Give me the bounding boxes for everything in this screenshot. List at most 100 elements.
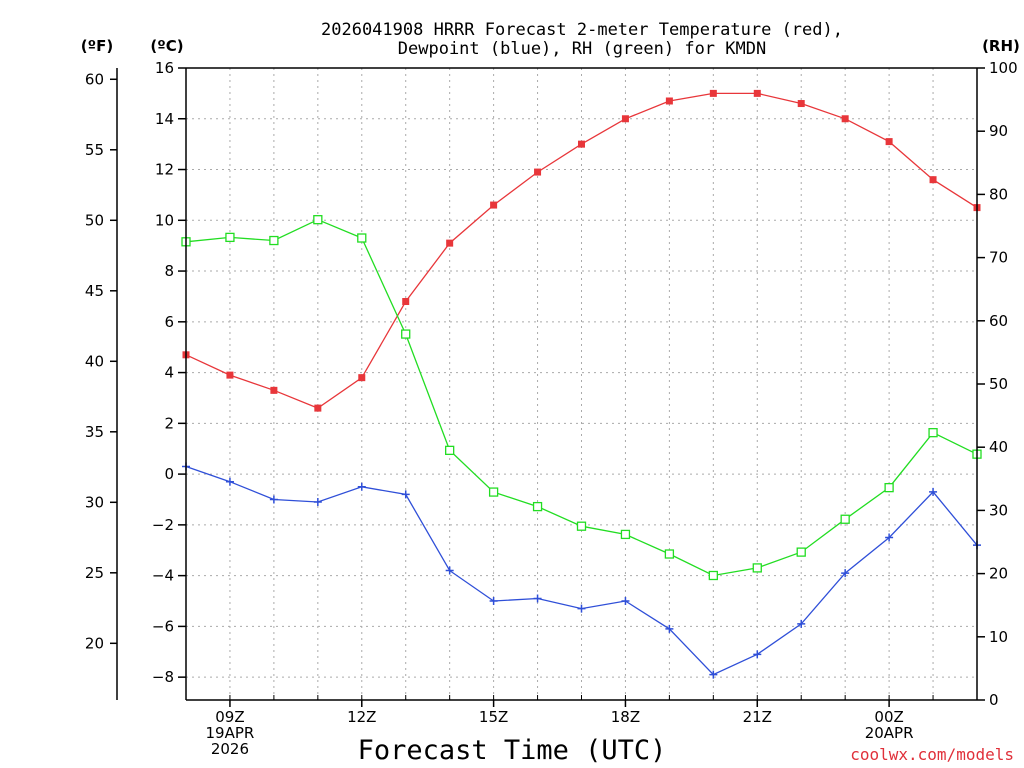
rh-point <box>532 501 543 512</box>
temperature-point <box>226 371 234 379</box>
rh-point <box>445 445 455 456</box>
rh-point <box>796 547 806 557</box>
x-tick-label: 15Z <box>479 708 508 726</box>
rh-tick-label: 10 <box>989 628 1008 646</box>
temperature-point <box>578 140 585 148</box>
dewpoint-point <box>533 594 542 603</box>
temperature-point <box>270 386 278 394</box>
fahrenheit-unit-label: (ºF) <box>81 37 113 55</box>
rh-point <box>357 233 367 243</box>
dewpoint-point <box>841 569 850 578</box>
temperature-point <box>885 138 893 146</box>
tick-labels: 1614121086420−2−4−6−86055504540353025201… <box>85 59 1018 758</box>
temperature-point <box>446 239 454 247</box>
temperature-point <box>621 115 629 123</box>
fahrenheit-tick-label: 50 <box>85 211 104 229</box>
temperature-point <box>753 89 761 97</box>
x-tick-label: 21Z <box>743 708 772 726</box>
series-layer <box>181 89 982 679</box>
dewpoint-point <box>489 597 498 606</box>
credit-label: coolwx.com/models <box>850 745 1014 764</box>
fahrenheit-tick-label: 35 <box>85 423 104 441</box>
x-tick-label: 00Z <box>874 708 903 726</box>
rh-point <box>269 235 279 246</box>
rh-tick-label: 0 <box>989 691 999 709</box>
temperature-point <box>314 404 322 412</box>
rh-tick-label: 70 <box>989 249 1008 267</box>
dewpoint-point <box>797 619 806 628</box>
rh-tick-label: 20 <box>989 565 1008 583</box>
dewpoint-point <box>929 487 938 496</box>
rh-point <box>928 428 938 438</box>
rh-tick-label: 90 <box>989 122 1008 140</box>
rh-tick-label: 80 <box>989 185 1008 203</box>
x-tick-label: 20APR <box>865 724 914 742</box>
rh-tick-label: 60 <box>989 312 1008 330</box>
celsius-tick-label: 2 <box>164 414 174 432</box>
dewpoint-point <box>753 650 762 659</box>
celsius-tick-label: 4 <box>164 364 174 382</box>
rh-point <box>488 487 499 497</box>
celsius-tick-label: 8 <box>164 262 174 280</box>
rh-point <box>664 549 675 559</box>
dewpoint-point <box>269 495 278 504</box>
rh-point <box>708 570 718 581</box>
fahrenheit-tick-label: 45 <box>85 282 104 300</box>
temperature-point <box>929 176 937 184</box>
rh-point <box>313 215 323 225</box>
celsius-tick-label: 6 <box>164 313 174 331</box>
celsius-tick-label: −6 <box>152 617 174 635</box>
rh-point <box>840 514 850 524</box>
rh-tick-label: 40 <box>989 438 1008 456</box>
dewpoint-point <box>709 670 718 679</box>
fahrenheit-tick-label: 40 <box>85 352 104 370</box>
temperature-point <box>534 168 542 176</box>
dewpoint-point <box>621 597 630 606</box>
temperature-point <box>665 97 673 105</box>
rh-point <box>620 529 631 540</box>
x-tick-label: 19APR <box>206 724 255 742</box>
rh-point <box>225 232 235 243</box>
dewpoint-point <box>577 604 586 613</box>
temperature-point <box>709 89 717 97</box>
temperature-point <box>402 298 410 306</box>
rh-point <box>752 563 762 573</box>
chart-title-line2: Dewpoint (blue), RH (green) for KMDN <box>398 39 766 59</box>
dewpoint-point <box>401 490 410 499</box>
rh-unit-label: (RH) <box>982 37 1020 55</box>
celsius-tick-label: 12 <box>155 161 174 179</box>
celsius-tick-label: 14 <box>155 110 174 128</box>
fahrenheit-tick-label: 55 <box>85 141 104 159</box>
temperature-point <box>797 100 805 108</box>
x-tick-label: 18Z <box>611 708 640 726</box>
dewpoint-point <box>885 533 894 542</box>
rh-point <box>884 482 894 493</box>
fahrenheit-tick-label: 20 <box>85 634 104 652</box>
dewpoint-point <box>225 477 234 486</box>
rh-point <box>401 329 411 339</box>
celsius-tick-label: 10 <box>155 211 174 229</box>
dewpoint-point <box>445 566 454 575</box>
celsius-tick-label: 16 <box>155 59 174 77</box>
celsius-tick-label: −4 <box>152 567 174 585</box>
fahrenheit-tick-label: 25 <box>85 564 104 582</box>
rh-tick-label: 50 <box>989 375 1008 393</box>
temperature-point <box>841 115 849 123</box>
fahrenheit-tick-label: 60 <box>85 70 104 88</box>
temperature-point <box>490 201 498 209</box>
chart-title-line1: 2026041908 HRRR Forecast 2-meter Tempera… <box>321 20 843 40</box>
celsius-tick-label: −2 <box>152 516 174 534</box>
x-axis-label: Forecast Time (UTC) <box>358 735 667 766</box>
dewpoint-line <box>185 465 978 676</box>
x-tick-label: 09Z <box>215 708 244 726</box>
celsius-tick-label: −8 <box>152 668 174 686</box>
dewpoint-point <box>357 482 366 491</box>
dewpoint-point <box>665 624 674 633</box>
axes <box>116 67 978 701</box>
dewpoint-point <box>313 498 322 507</box>
rh-point <box>576 521 587 531</box>
celsius-unit-label: (ºC) <box>150 37 183 55</box>
chart-texts: 2026041908 HRRR Forecast 2-meter Tempera… <box>81 20 1020 766</box>
celsius-tick-label: 0 <box>164 465 174 483</box>
